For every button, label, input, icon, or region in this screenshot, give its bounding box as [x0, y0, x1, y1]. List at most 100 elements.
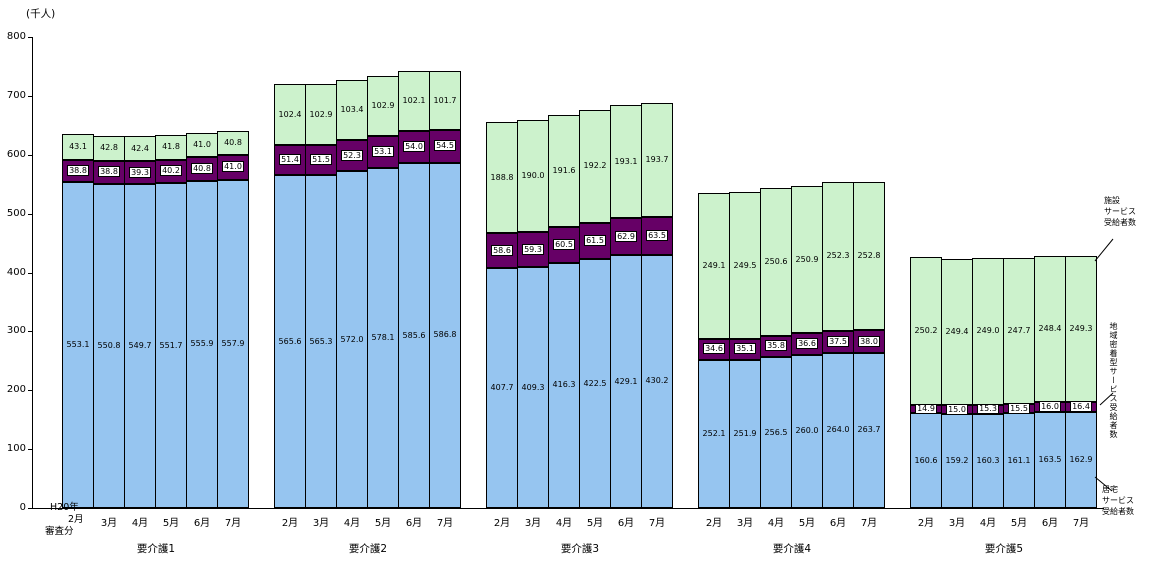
value-label-home-care: 422.5 — [583, 378, 607, 388]
bar-segment-home-care — [579, 259, 611, 508]
bar-segment-facility — [367, 75, 399, 137]
value-label-home-care: 416.3 — [552, 380, 576, 390]
month-label: 3月 — [100, 518, 118, 529]
bar-segment-home-care — [791, 354, 823, 508]
value-label-facility: 249.3 — [1069, 324, 1093, 334]
value-label-facility: 102.9 — [309, 109, 333, 119]
value-label-facility: 249.4 — [945, 327, 969, 337]
month-label: 2月 — [917, 518, 935, 529]
value-label-home-care: 430.2 — [645, 376, 669, 386]
value-label-community-based: 38.0 — [858, 335, 880, 347]
value-label-facility: 250.9 — [795, 254, 819, 264]
care-level-label: 要介護2 — [348, 543, 388, 555]
value-label-facility: 101.7 — [433, 95, 457, 105]
value-label-facility: 188.8 — [490, 172, 514, 182]
y-tick-label: 0 — [19, 502, 26, 513]
value-label-facility: 250.2 — [914, 326, 938, 336]
y-tick-mark — [28, 154, 32, 156]
value-label-community-based: 40.2 — [160, 165, 182, 177]
value-label-home-care: 555.9 — [190, 339, 214, 349]
value-label-facility: 42.8 — [100, 143, 118, 153]
value-label-community-based: 14.9 — [915, 403, 937, 415]
value-label-home-care: 264.0 — [826, 425, 850, 435]
bar-segment-home-care — [760, 357, 792, 508]
bar-segment-facility — [760, 188, 792, 336]
stacked-bar: 251.9 35.1 249.5 — [729, 192, 761, 508]
y-tick-label: 800 — [6, 31, 26, 42]
month-label: 4月 — [131, 518, 149, 529]
y-axis-unit-label: (千人) — [26, 8, 56, 20]
bar-segment-facility — [853, 181, 885, 331]
y-tick-label: 600 — [6, 148, 26, 160]
value-label-facility: 42.4 — [131, 143, 149, 153]
value-label-facility: 250.6 — [764, 257, 788, 267]
bar-segment-home-care — [1034, 411, 1066, 508]
value-label-community-based: 38.8 — [67, 164, 89, 176]
stacked-bar: 565.3 51.5 102.9 — [305, 84, 337, 508]
value-label-community-based: 58.6 — [491, 244, 513, 256]
value-label-home-care: 572.0 — [340, 334, 364, 344]
bar-group-要介護1: 553.1 38.8 43.1 550.8 38.8 42.8 549.7 39.3 42.4 5… — [62, 37, 250, 508]
value-label-facility: 41.0 — [193, 139, 211, 149]
bar-segment-home-care — [155, 183, 187, 508]
value-label-community-based: 62.9 — [615, 230, 637, 242]
care-level-label: 要介護5 — [984, 543, 1024, 555]
month-label: 5月 — [1010, 518, 1028, 529]
bar-segment-facility — [217, 131, 249, 156]
y-tick-mark — [28, 95, 32, 97]
bar-group-要介護4: 252.1 34.6 249.1 251.9 35.1 249.5 256.5 35.8 250… — [698, 37, 886, 508]
value-label-home-care: 163.5 — [1038, 454, 1062, 464]
value-label-community-based: 54.0 — [403, 141, 425, 153]
care-level-label: 要介護1 — [136, 543, 176, 555]
stacked-bar: 162.9 16.4 249.3 — [1065, 255, 1097, 508]
value-label-community-based: 53.1 — [372, 146, 394, 158]
month-label: 4月 — [979, 518, 997, 529]
bar-segment-home-care — [429, 162, 461, 508]
stacked-bar: 586.8 54.5 101.7 — [429, 70, 461, 508]
value-label-facility: 247.7 — [1007, 326, 1031, 336]
stacked-bar: 264.0 37.5 252.3 — [822, 181, 854, 508]
value-label-facility: 249.0 — [976, 326, 1000, 336]
value-label-home-care: 263.7 — [857, 425, 881, 435]
value-label-facility: 192.2 — [583, 161, 607, 171]
value-label-home-care: 429.1 — [614, 376, 638, 386]
stacked-bar: 160.6 14.9 250.2 — [910, 257, 942, 508]
value-label-home-care: 550.8 — [97, 340, 121, 350]
value-label-home-care: 578.1 — [371, 332, 395, 342]
value-label-home-care: 160.3 — [976, 455, 1000, 465]
stacked-bar: 430.2 63.5 193.7 — [641, 103, 673, 508]
bar-segment-home-care — [62, 182, 94, 508]
stacked-bar: 252.1 34.6 249.1 — [698, 192, 730, 508]
month-label: 7月 — [860, 518, 878, 529]
value-label-home-care: 251.9 — [733, 428, 757, 438]
value-label-community-based: 51.4 — [279, 153, 301, 165]
bar-segment-home-care — [1003, 413, 1035, 508]
y-tick-label: 200 — [6, 384, 26, 396]
value-label-facility: 249.5 — [733, 260, 757, 270]
month-label: 5月 — [162, 518, 180, 529]
stacked-bar: 159.2 15.0 249.4 — [941, 258, 973, 508]
value-label-community-based: 35.8 — [765, 340, 787, 352]
value-label-home-care: 565.3 — [309, 336, 333, 346]
stacked-bar: 550.8 38.8 42.8 — [93, 135, 125, 508]
stacked-bar: 163.5 16.0 248.4 — [1034, 256, 1066, 508]
stacked-bar: 565.6 51.4 102.4 — [274, 84, 306, 508]
bar-segment-facility — [729, 192, 761, 340]
bar-segment-home-care — [1065, 412, 1097, 508]
value-label-home-care: 565.6 — [278, 336, 302, 346]
stacked-bar: 549.7 39.3 42.4 — [124, 136, 156, 508]
legend-label-line: 施設 — [1104, 196, 1120, 205]
month-label: 6月 — [617, 518, 635, 529]
value-label-community-based: 15.5 — [1008, 402, 1030, 414]
legend-label-line: 居宅 — [1102, 485, 1118, 494]
value-label-community-based: 34.6 — [703, 343, 725, 355]
value-label-home-care: 159.2 — [945, 456, 969, 466]
y-tick-mark — [28, 390, 32, 392]
month-label: 7月 — [648, 518, 666, 529]
first-month-label-line: 審査分 — [45, 526, 74, 537]
value-label-community-based: 15.3 — [977, 403, 999, 415]
stacked-bar: 429.1 62.9 193.1 — [610, 104, 642, 508]
stacked-bar: 572.0 52.3 103.4 — [336, 79, 368, 508]
bar-segment-facility — [517, 120, 549, 233]
bar-segment-facility — [486, 122, 518, 234]
